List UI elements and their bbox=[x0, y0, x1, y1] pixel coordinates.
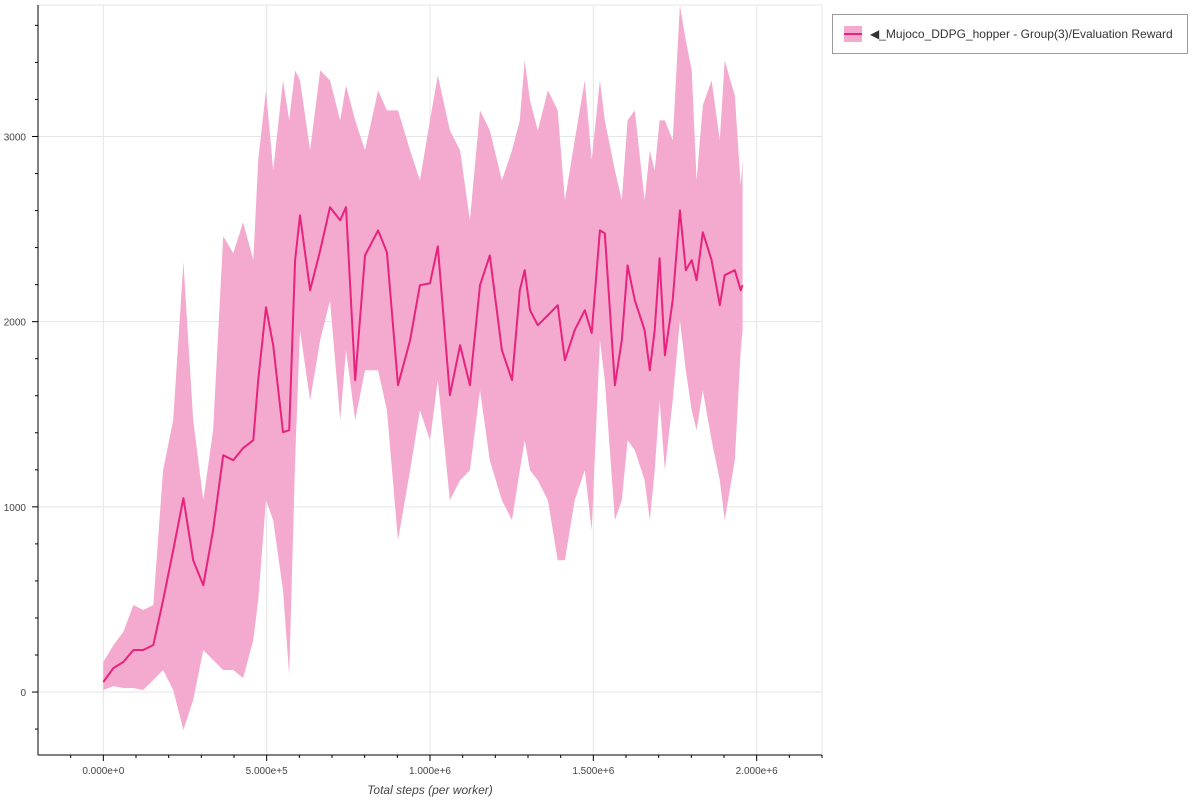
x-axis-label: Total steps (per worker) bbox=[367, 783, 493, 797]
x-tick-label: 5.000e+5 bbox=[246, 766, 288, 777]
y-axis-ticks: 0 1000 2000 3000 bbox=[4, 24, 38, 730]
std-band-area bbox=[103, 5, 743, 730]
y-tick-label: 0 bbox=[20, 688, 26, 699]
x-tick-label: 1.500e+6 bbox=[572, 766, 614, 777]
x-axis-ticks: 0.000e+0 5.000e+5 1.000e+6 1.500e+6 2.000e+6 bbox=[70, 755, 823, 777]
y-tick-label: 3000 bbox=[4, 132, 27, 143]
x-tick-label: 2.000e+6 bbox=[736, 766, 778, 777]
legend-label: ◀_Mujoco_DDPG_hopper - Group(3)/Evaluati… bbox=[870, 27, 1173, 41]
x-tick-label: 1.000e+6 bbox=[409, 766, 451, 777]
y-tick-label: 1000 bbox=[4, 503, 27, 514]
x-tick-label: 0.000e+0 bbox=[82, 766, 124, 777]
mean-reward-line bbox=[102, 206, 744, 683]
y-tick-label: 2000 bbox=[4, 318, 27, 329]
legend[interactable]: ◀_Mujoco_DDPG_hopper - Group(3)/Evaluati… bbox=[832, 14, 1188, 54]
legend-swatch-icon bbox=[844, 26, 862, 42]
